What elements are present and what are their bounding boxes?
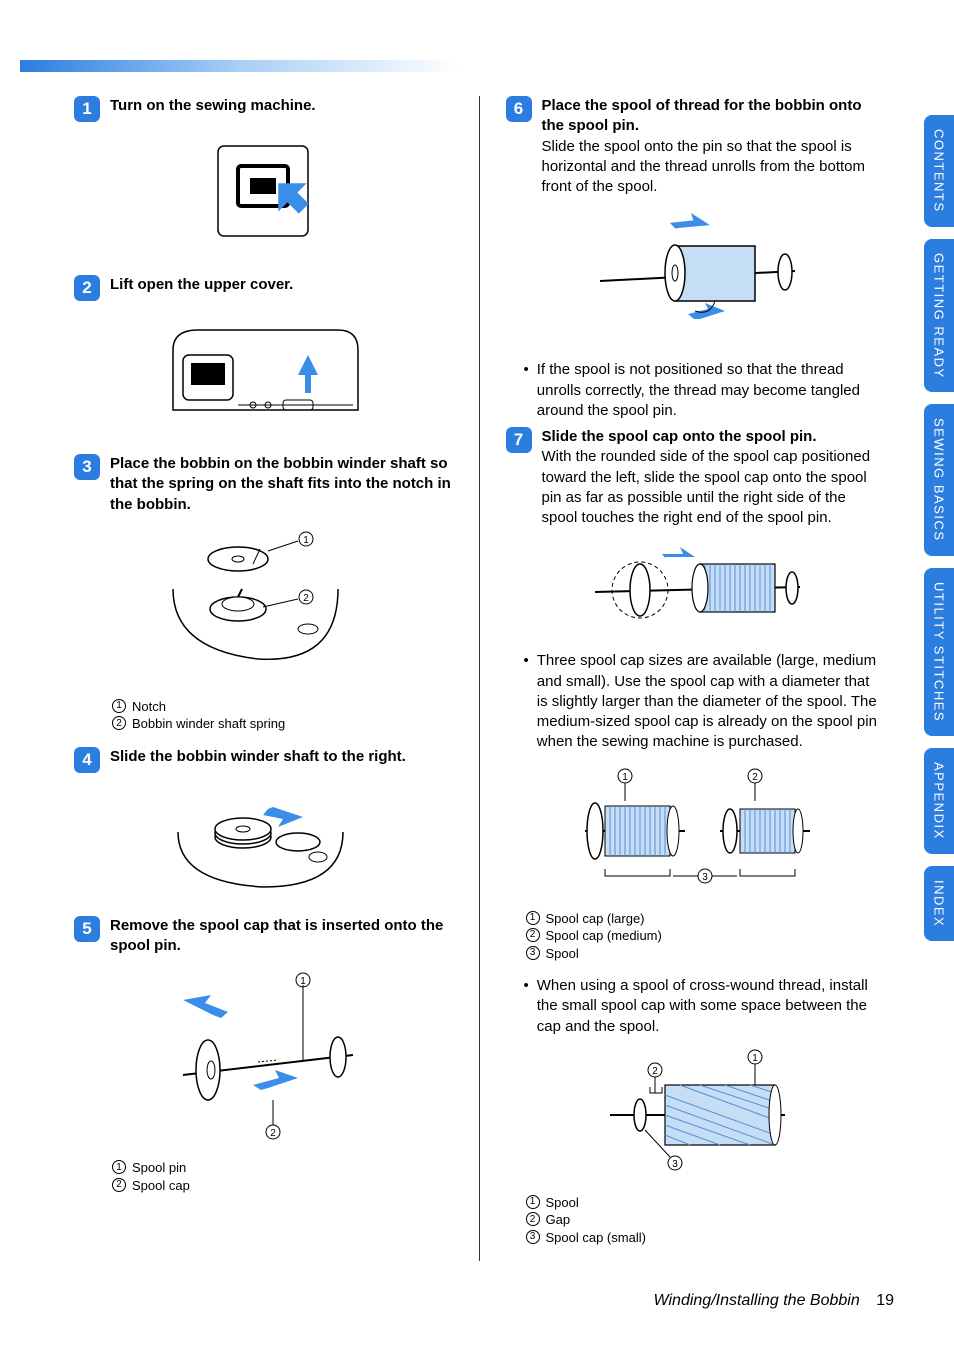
step-number-badge: 1 [74,96,100,122]
svg-text:1: 1 [303,535,309,546]
svg-text:2: 2 [652,1066,658,1077]
callout-number: 1 [526,1195,540,1209]
footer-title: Winding/Installing the Bobbin [654,1292,860,1309]
svg-text:2: 2 [270,1128,276,1139]
step-number-badge: 4 [74,747,100,773]
step-text: With the rounded side of the spool cap p… [542,448,871,526]
bullet-dot: • [524,651,529,752]
figure-step6 [506,211,885,346]
svg-text:1: 1 [622,772,628,783]
step-number-badge: 6 [506,96,532,122]
step-2: 2 Lift open the upper cover. [74,275,453,301]
column-divider [479,96,480,1261]
right-column: 6 Place the spool of thread for the bobb… [506,96,885,1261]
callout-label: Spool [546,1194,579,1212]
step-title: Place the spool of thread for the bobbin… [542,97,862,134]
bullet-step7a: • Three spool cap sizes are available (l… [524,651,885,752]
callout-label: Spool [546,945,579,963]
tab-contents[interactable]: CONTENTS [924,115,954,227]
tab-getting-ready[interactable]: GETTING READY [924,239,954,393]
bullet-text: When using a spool of cross-wound thread… [537,976,884,1037]
callout-label: Notch [132,698,166,716]
step-3: 3 Place the bobbin on the bobbin winder … [74,454,453,515]
figure-step2 [74,315,453,440]
step-4: 4 Slide the bobbin winder shaft to the r… [74,747,453,773]
callouts-step5: 1 Spool pin 2 Spool cap [112,1159,453,1194]
callout-label: Bobbin winder shaft spring [132,715,285,733]
tab-sewing-basics[interactable]: SEWING BASICS [924,404,954,556]
figure-step7c: 1 2 3 [506,1045,885,1180]
svg-text:3: 3 [672,1159,678,1170]
step-title: Lift open the upper cover. [110,276,293,293]
figure-step4 [74,787,453,902]
step-number-badge: 3 [74,454,100,480]
callout-number: 2 [112,716,126,730]
tab-index[interactable]: INDEX [924,866,954,941]
callout-label: Spool cap (large) [546,910,645,928]
step-text: Slide the spool onto the pin so that the… [542,138,866,196]
step-number-badge: 2 [74,275,100,301]
figure-step1 [74,136,453,261]
svg-text:1: 1 [300,976,306,987]
figure-step7a [506,542,885,637]
callout-number: 1 [112,1160,126,1174]
figure-step5: 1 2 [74,970,453,1145]
callout-number: 1 [112,699,126,713]
step-number-badge: 5 [74,916,100,942]
left-column: 1 Turn on the sewing machine. 2 Lift ope… [74,96,453,1261]
bullet-step7b: • When using a spool of cross-wound thre… [524,976,885,1037]
step-title: Place the bobbin on the bobbin winder sh… [110,455,451,513]
step-1: 1 Turn on the sewing machine. [74,96,453,122]
figure-step3: 1 2 [74,529,453,684]
bullet-step6: • If the spool is not positioned so that… [524,360,885,421]
callout-label: Spool cap (medium) [546,927,662,945]
step-title: Remove the spool cap that is inserted on… [110,917,443,954]
callout-number: 2 [526,1212,540,1226]
step-title: Turn on the sewing machine. [110,97,316,114]
step-title: Slide the bobbin winder shaft to the rig… [110,748,406,765]
side-tabs: CONTENTS GETTING READY SEWING BASICS UTI… [924,115,954,953]
step-title: Slide the spool cap onto the spool pin. [542,428,817,445]
svg-text:3: 3 [702,872,708,883]
bullet-text: Three spool cap sizes are available (lar… [537,651,884,752]
bullet-dot: • [524,976,529,1037]
callout-number: 1 [526,911,540,925]
callout-label: Spool cap [132,1177,190,1195]
tab-appendix[interactable]: APPENDIX [924,748,954,854]
callout-label: Spool cap (small) [546,1229,646,1247]
bullet-dot: • [524,360,529,421]
page-footer: Winding/Installing the Bobbin 19 [654,1292,894,1310]
bullet-text: If the spool is not positioned so that t… [537,360,884,421]
header-gradient-bar [20,60,460,72]
callout-label: Spool pin [132,1159,186,1177]
step-7: 7 Slide the spool cap onto the spool pin… [506,427,885,528]
step-5: 5 Remove the spool cap that is inserted … [74,916,453,957]
step-6: 6 Place the spool of thread for the bobb… [506,96,885,197]
tab-utility-stitches[interactable]: UTILITY STITCHES [924,568,954,736]
svg-text:2: 2 [752,772,758,783]
page-number: 19 [876,1292,894,1309]
callouts-step7a: 1 Spool cap (large) 2 Spool cap (medium) 3… [526,910,885,963]
step-number-badge: 7 [506,427,532,453]
callout-number: 3 [526,946,540,960]
figure-step7b: 1 2 3 [506,761,885,896]
svg-text:1: 1 [752,1053,758,1064]
callout-number: 2 [526,928,540,942]
content-columns: 1 Turn on the sewing machine. 2 Lift ope… [74,96,884,1261]
svg-text:2: 2 [303,593,309,604]
callouts-step3: 1 Notch 2 Bobbin winder shaft spring [112,698,453,733]
callout-number: 2 [112,1178,126,1192]
callouts-step7b: 1 Spool 2 Gap 3 Spool cap (small) [526,1194,885,1247]
callout-label: Gap [546,1211,571,1229]
callout-number: 3 [526,1230,540,1244]
